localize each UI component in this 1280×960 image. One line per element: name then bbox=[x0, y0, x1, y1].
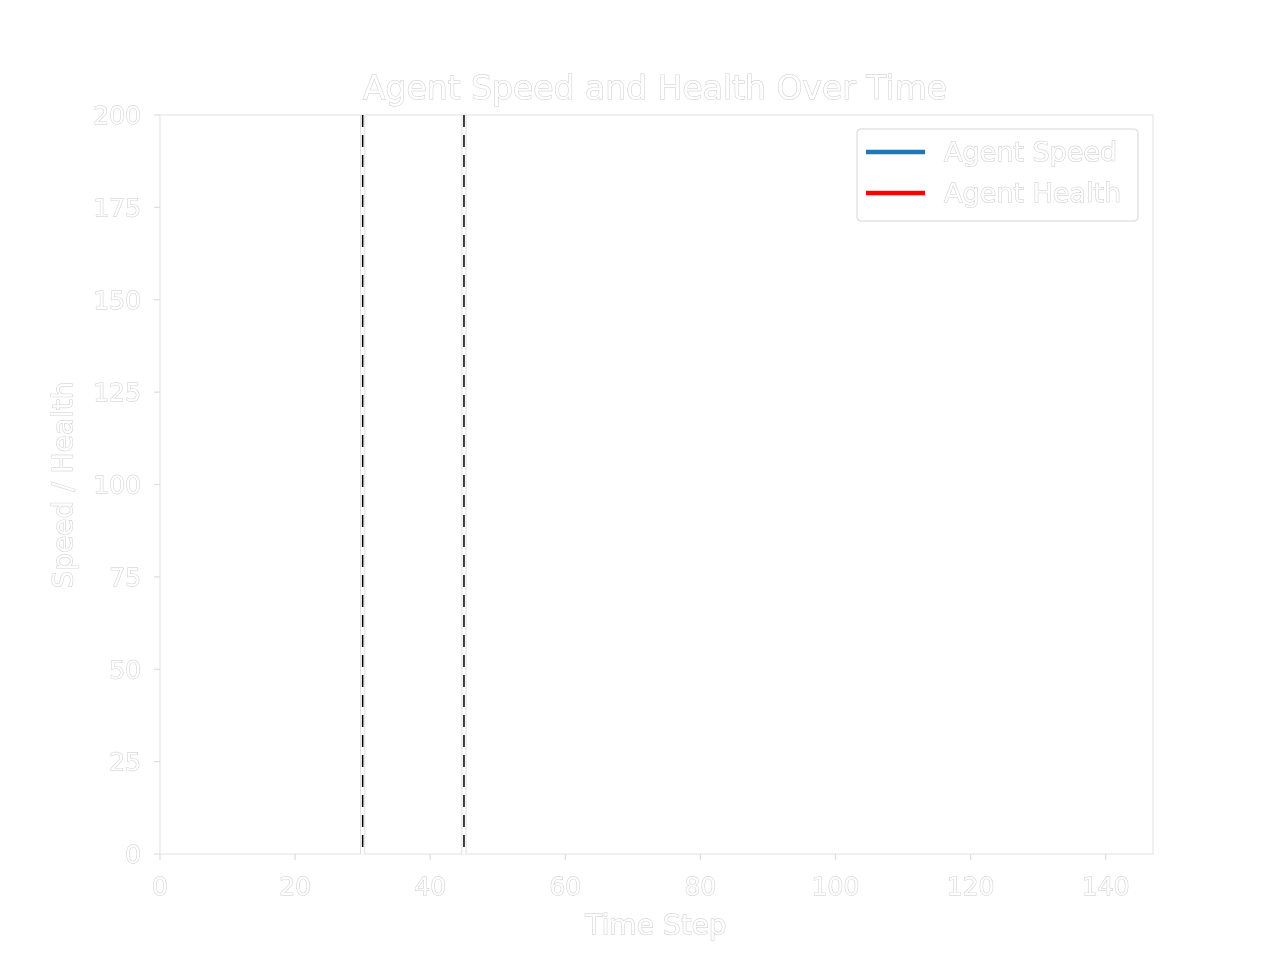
chart-title: Agent Speed and Health Over Time bbox=[363, 68, 947, 107]
y-tick-label: 0 bbox=[125, 840, 141, 869]
x-axis-label: Time Step bbox=[584, 908, 726, 941]
y-tick-label: 175 bbox=[93, 193, 141, 222]
y-tick-label: 200 bbox=[93, 101, 141, 130]
x-tick-label: 20 bbox=[279, 872, 311, 901]
plot-area bbox=[159, 114, 1154, 855]
x-tick-label: 80 bbox=[685, 872, 717, 901]
legend-box bbox=[856, 128, 1139, 222]
x-axis-ticks: 0 20 40 60 80 100 120 140 bbox=[152, 854, 1130, 901]
legend-label: Agent Speed bbox=[944, 137, 1117, 168]
vertical-reference-lines bbox=[360, 115, 467, 854]
legend-label: Agent Health bbox=[944, 178, 1121, 209]
legend: Agent Speed Agent Health bbox=[856, 128, 1139, 222]
x-tick-label: 0 bbox=[152, 872, 168, 901]
y-tick-label: 125 bbox=[93, 378, 141, 407]
x-tick-label: 140 bbox=[1082, 872, 1130, 901]
y-tick-label: 75 bbox=[109, 563, 141, 592]
y-tick-label: 50 bbox=[109, 655, 141, 684]
x-tick-label: 120 bbox=[947, 872, 995, 901]
y-tick-label: 100 bbox=[93, 471, 141, 500]
y-tick-label: 150 bbox=[93, 286, 141, 315]
y-axis-ticks: 0 25 50 75 100 125 150 175 200 bbox=[93, 101, 160, 869]
y-axis-label: Speed / Health bbox=[46, 382, 79, 589]
x-tick-label: 100 bbox=[812, 872, 860, 901]
x-tick-label: 40 bbox=[414, 872, 446, 901]
x-tick-label: 60 bbox=[549, 872, 581, 901]
y-tick-label: 25 bbox=[109, 748, 141, 777]
